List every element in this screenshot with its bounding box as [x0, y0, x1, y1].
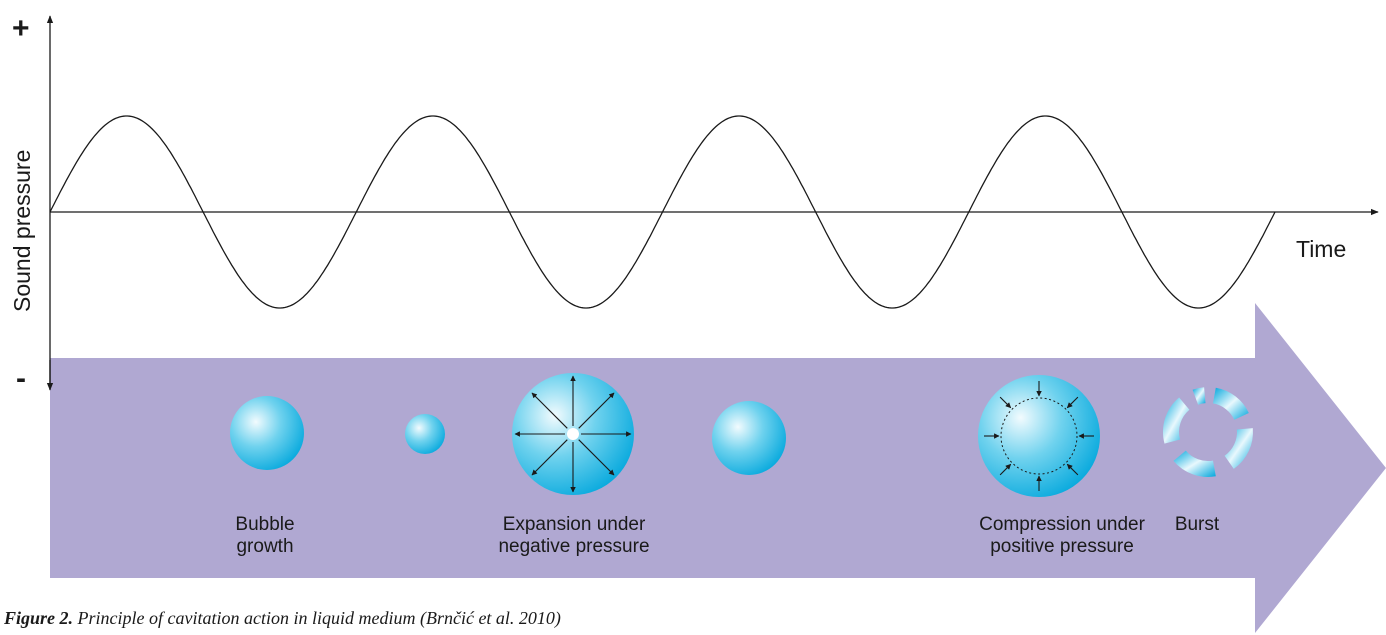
burst-fragment	[1192, 387, 1206, 405]
expansion-bubble-icon	[512, 373, 634, 495]
burst-fragment	[1162, 397, 1190, 444]
sound-pressure-wave	[49, 115, 1276, 309]
stage-label-compression: Compression under positive pressure	[979, 514, 1145, 557]
compression-bubble-icon	[978, 375, 1100, 497]
bubble-growth-icon	[230, 396, 304, 470]
compression-arrow	[999, 396, 1012, 409]
expansion-arrow	[531, 439, 568, 476]
compression-arrow	[1066, 396, 1079, 409]
figure-caption: Figure 2. Principle of cavitation action…	[4, 608, 561, 629]
burst-fragment	[1173, 450, 1216, 477]
expansion-arrow	[578, 439, 615, 476]
burst-fragment	[1224, 428, 1253, 469]
y-axis-label: Sound pressure	[9, 149, 35, 312]
stage-label-bubble-growth: Bubble growth	[235, 514, 295, 557]
figure-number: Figure 2.	[4, 608, 74, 628]
minus-sign: -	[16, 362, 26, 395]
expansion-arrow	[578, 392, 615, 429]
stage-label-burst: Burst	[1174, 514, 1220, 535]
medium-bubble-icon	[712, 401, 786, 475]
compression-arrow	[999, 463, 1012, 476]
burst-bubble-icon	[1162, 387, 1253, 477]
compression-arrow	[1066, 463, 1079, 476]
x-axis-label: Time	[1296, 236, 1347, 262]
burst-fragment	[1213, 387, 1249, 420]
stage-label-expansion: Expansion under negative pressure	[498, 514, 650, 557]
expansion-arrow	[531, 392, 568, 429]
caption-text: Principle of cavitation action in liquid…	[73, 608, 561, 628]
small-bubble-icon	[405, 414, 445, 454]
plus-sign: +	[12, 12, 30, 45]
